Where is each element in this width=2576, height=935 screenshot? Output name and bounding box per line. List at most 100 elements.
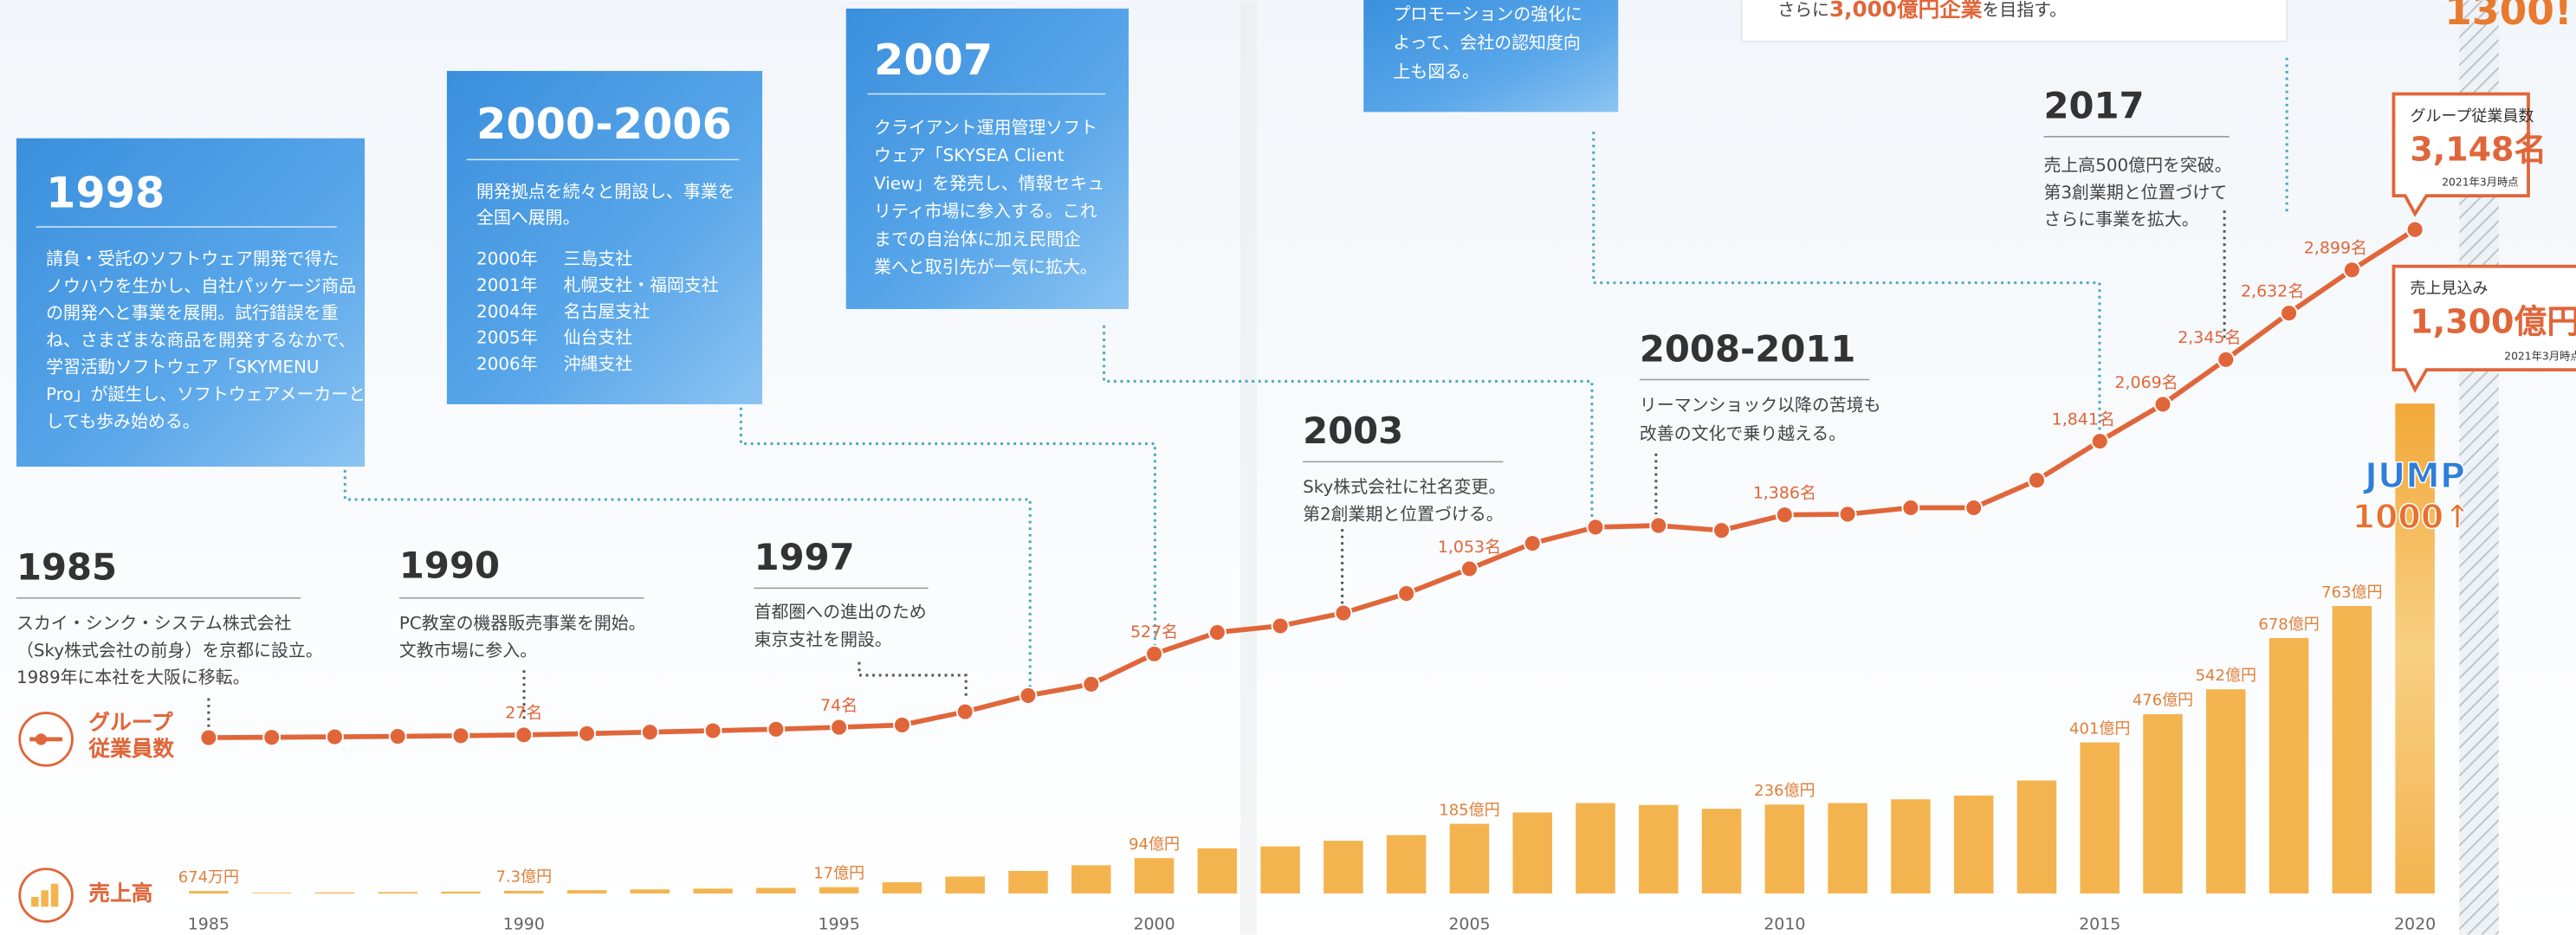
line-value-label: 27名 xyxy=(505,704,542,723)
employee-point xyxy=(1207,623,1227,642)
milestone-title: 1985 xyxy=(16,546,117,589)
employee-point xyxy=(388,727,407,745)
sales-bar xyxy=(1953,795,1994,894)
callout-note: 2021年3月時点 xyxy=(2442,176,2518,188)
sales-bar xyxy=(1891,799,1931,894)
sales-bar xyxy=(2206,689,2246,894)
employee-point xyxy=(578,724,596,743)
milestone-text: Sky株式会社に社名変更。 xyxy=(1303,477,1505,497)
sales-bar xyxy=(1701,809,1742,894)
milestone-box xyxy=(446,70,763,404)
goal-before: さらに xyxy=(1777,0,1829,19)
employee-point xyxy=(326,727,344,746)
employee-point xyxy=(199,728,218,747)
employee-point xyxy=(1901,499,1920,517)
legend-label-box: グループ従業員数 xyxy=(88,711,175,763)
milestone-text: ね、さまざまな商品を開発するなかで、 xyxy=(46,329,356,350)
milestone-text: 第2創業期と位置づける。 xyxy=(1303,505,1504,525)
employee-point xyxy=(1082,674,1101,693)
line-value-label: 1,841名 xyxy=(2052,409,2115,429)
connector xyxy=(739,407,1156,648)
employee-point xyxy=(830,718,849,737)
callout-value: 1,300億円 xyxy=(2410,303,2576,341)
callout-title: グループ従業員数 xyxy=(2410,107,2534,126)
line-value-label: 2,632名 xyxy=(2241,282,2304,301)
callout-box xyxy=(2392,92,2530,217)
milestone-text: 文教市場に参入。 xyxy=(399,641,537,661)
sales-bar xyxy=(2080,742,2120,894)
line-value-label: 2,345名 xyxy=(2178,328,2241,347)
sales-bar xyxy=(945,876,985,894)
line-value-label: 2,899名 xyxy=(2304,239,2367,258)
milestone-text: PC教室の機器販売事業を開始。 xyxy=(399,614,646,634)
employee-point xyxy=(1397,584,1416,603)
goal-after: を目指す。 xyxy=(1982,0,2067,19)
legend-label: 売上高 xyxy=(88,881,153,907)
bar-value-label: 236億円 xyxy=(1754,782,1815,800)
sales-bar xyxy=(2332,605,2372,894)
bar-value-label: 476億円 xyxy=(2133,692,2193,710)
sales-bar xyxy=(1197,848,1238,894)
bar-value-label: 17億円 xyxy=(813,865,864,883)
x-tick-label: 1985 xyxy=(188,915,230,934)
milestone-text: 第3創業期と位置づけて xyxy=(2043,183,2227,203)
sales-bar xyxy=(1386,835,1427,894)
milestone-text: しても歩み始める。 xyxy=(46,411,200,431)
sales-bar xyxy=(441,891,481,894)
sales-bar xyxy=(1071,865,1111,894)
x-tick-label: 1990 xyxy=(503,915,545,934)
sales-bar xyxy=(189,891,229,894)
bar-value-label: 401億円 xyxy=(2069,719,2130,738)
milestone-title: 2007 xyxy=(874,35,993,85)
employee-point xyxy=(2090,432,2109,451)
list-place: 三島支社 xyxy=(564,249,633,269)
milestone-text: 東京支社を開設。 xyxy=(754,630,892,650)
employee-point xyxy=(1523,534,1542,553)
sales-bar xyxy=(2269,637,2309,894)
goal-box xyxy=(1740,0,2288,42)
milestone-text: ウェア「SKYSEA Client xyxy=(874,145,1065,165)
employee-point xyxy=(1964,499,1984,517)
milestone-text: 1989年に本社を大阪に移転。 xyxy=(16,667,250,687)
employee-line xyxy=(208,227,2417,740)
employee-point xyxy=(1019,686,1038,705)
employee-point xyxy=(703,721,722,740)
milestone-text: View」を発売し、情報セキュ xyxy=(874,173,1104,193)
milestone-title: 2017 xyxy=(2043,85,2144,127)
jump-word: JUMP xyxy=(2362,456,2465,496)
milestone-text: 請負・受託のソフトウェア開発で得た xyxy=(46,249,339,269)
legend-label: グループ従業員数 xyxy=(88,711,175,763)
sales-bar xyxy=(819,887,859,894)
sales-bar xyxy=(504,890,544,894)
milestone-title: 1998 xyxy=(46,168,165,218)
employee-point xyxy=(1460,559,1479,578)
legend-icon-bar xyxy=(31,896,39,907)
callout-note: 2021年3月時点 xyxy=(2504,350,2576,362)
bar-value-label: 185億円 xyxy=(1439,801,1499,819)
employee-point xyxy=(2153,395,2172,414)
milestone-text: さらに事業を拡大。 xyxy=(2043,210,2198,229)
line-value-label: 527名 xyxy=(1130,622,1178,642)
employee-point xyxy=(1334,603,1353,622)
sales-bar xyxy=(630,889,670,894)
sales-bar xyxy=(378,892,417,894)
employee-point xyxy=(2217,350,2236,369)
connector xyxy=(343,469,1032,687)
legend-label-box: 売上高 xyxy=(88,881,153,907)
milestone-box xyxy=(16,138,366,468)
legend-icon-bar xyxy=(50,883,59,907)
list-year: 2001年 xyxy=(476,275,538,295)
employee-point xyxy=(1271,616,1290,635)
line-value-label: 2,069名 xyxy=(2114,373,2178,392)
x-tick-label: 2015 xyxy=(2079,915,2120,934)
employee-point xyxy=(2280,304,2298,323)
x-tick-label: 2020 xyxy=(2394,915,2436,934)
milestone-text: よって、会社の認知度向 xyxy=(1393,33,1580,53)
milestone-text: 業へと取引先が一気に拡大。 xyxy=(874,257,1097,277)
list-place: 名古屋支社 xyxy=(564,301,650,321)
milestone-title: 2008-2011 xyxy=(1640,327,1856,370)
legend-icon-bar xyxy=(41,890,49,907)
x-tick-label: 2000 xyxy=(1133,915,1175,934)
milestone-text: スカイ・シンク・システム株式会社 xyxy=(16,614,292,634)
